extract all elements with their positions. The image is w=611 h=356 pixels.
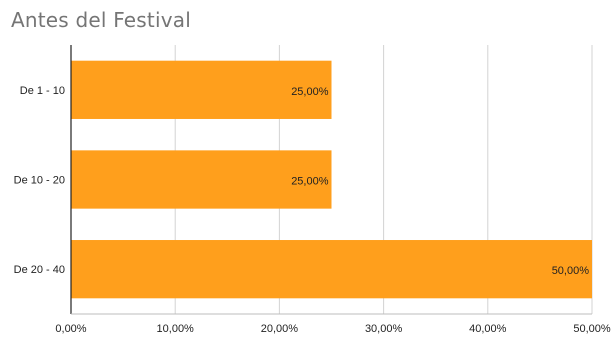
- x-tick-label: 50,00%: [573, 323, 611, 335]
- bar: [71, 60, 332, 119]
- axes: [70, 45, 592, 315]
- x-tick-label: 40,00%: [469, 323, 507, 335]
- y-category-label: De 10 - 20: [14, 175, 65, 187]
- y-category-label: De 20 - 40: [14, 264, 65, 276]
- labels: 0,00% 10,00% 20,00% 30,00% 40,00% 50,00% De 1 …: [14, 85, 611, 335]
- chart-title: Antes del Festival: [11, 8, 191, 32]
- bar-value-label: 25,00%: [291, 176, 329, 188]
- y-category-label: De 1 - 10: [20, 85, 65, 97]
- bar: [71, 150, 332, 209]
- bar-value-label: 25,00%: [291, 86, 329, 98]
- bars: [71, 60, 592, 299]
- x-tick-label: 0,00%: [55, 323, 86, 335]
- bar: [71, 240, 592, 299]
- x-tick-label: 30,00%: [365, 323, 403, 335]
- x-tick-label: 10,00%: [157, 323, 195, 335]
- x-tick-label: 20,00%: [261, 323, 299, 335]
- bar-value-label: 50,00%: [552, 265, 590, 277]
